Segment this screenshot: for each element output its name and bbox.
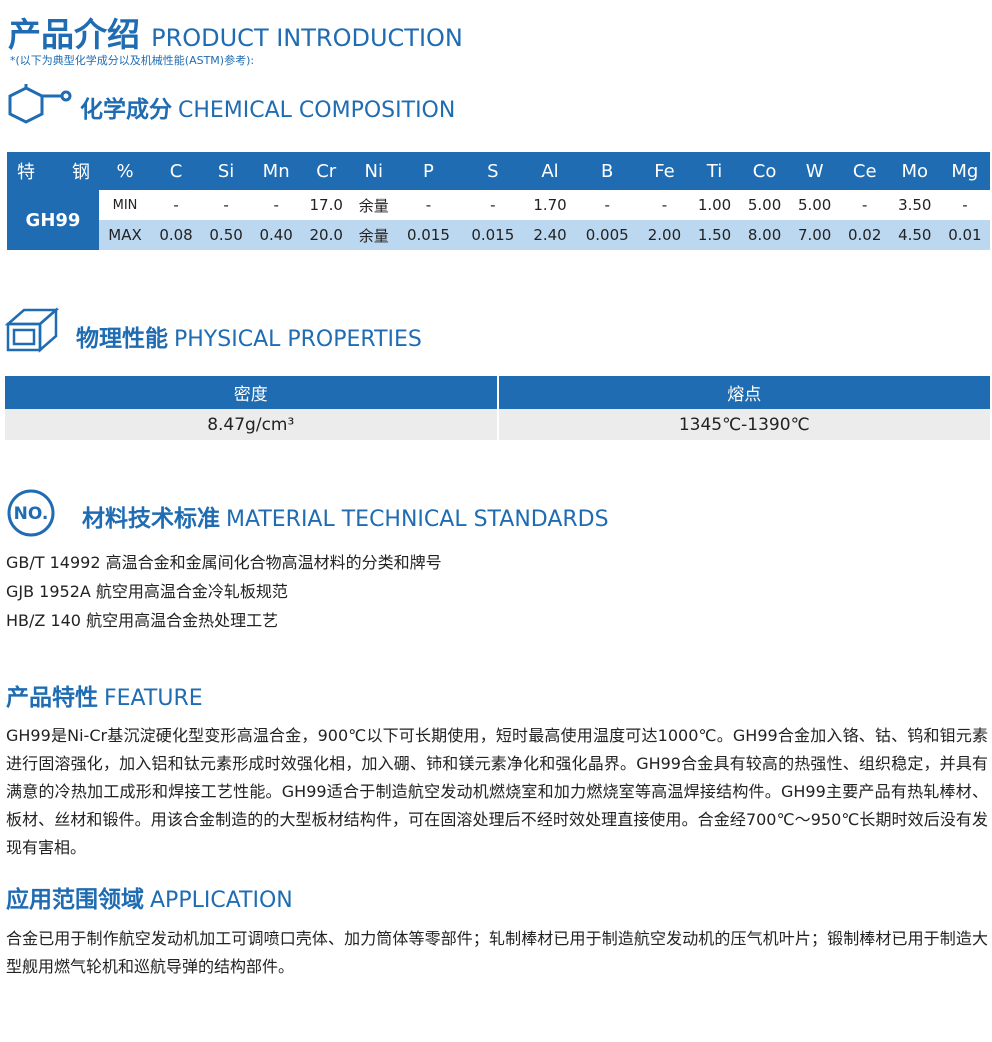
svg-text:NO.: NO.: [14, 504, 49, 524]
column-header: Ni: [364, 160, 383, 182]
title-en: MATERIAL TECHNICAL STANDARDS: [226, 507, 609, 532]
row-label: MIN: [112, 197, 138, 213]
title-en: APPLICATION: [150, 888, 293, 913]
cell: -: [604, 196, 610, 214]
cell: 4.50: [898, 226, 932, 244]
title-cn: 应用范围领域: [6, 887, 144, 913]
title-cn: 化学成分: [80, 97, 172, 123]
section-title: 物理性能 PHYSICAL PROPERTIES: [76, 319, 422, 353]
page-header: 产品介绍 PRODUCT INTRODUCTION: [8, 8, 463, 56]
application-text: 合金已用于制作航空发动机加工可调喷口壳体、加力筒体等零部件；轧制棒材已用于制造航…: [6, 929, 988, 976]
data-row: MAX 0.08 0.50 0.40 20.0 余量 0.015 0.015 2.40 0.005…: [7, 220, 990, 250]
note: *(以下为典型化学成分以及机械性能(ASTM)参考):: [10, 54, 255, 67]
no-icon: NO.: [7, 489, 55, 537]
header-row: 密度 熔点: [5, 376, 990, 409]
cell: -: [273, 196, 279, 214]
title-en: PRODUCT INTRODUCTION: [151, 24, 463, 52]
cell: 5.00: [747, 196, 782, 214]
cell: 0.40: [259, 226, 293, 244]
column-header: Mn: [262, 160, 290, 182]
phys-table: 密度 熔点 8.47g/cm³ 1345℃-1390℃: [5, 376, 990, 440]
cell: -: [861, 196, 868, 214]
row-label: MAX: [108, 226, 142, 244]
standard-item: GJB 1952A 航空用高温合金冷轧板规范: [6, 582, 288, 601]
cell: -: [425, 196, 432, 214]
standard-item: HB/Z 140 航空用高温合金热处理工艺: [6, 611, 279, 630]
title-cn: 产品介绍: [8, 15, 140, 54]
column-header: Ti: [706, 160, 723, 182]
cell: 5.00: [797, 196, 832, 214]
column-header: Mo: [901, 160, 929, 182]
cell: 2.40: [533, 226, 567, 244]
column-header: S: [487, 160, 499, 182]
cell: 17.0: [309, 196, 343, 214]
chem-table: 特 钢% C Si Mn Cr Ni P S Al B Fe Ti Co W Ce Mo Mg GH99 MIN - - -…: [7, 152, 990, 250]
column-header: P: [422, 160, 434, 182]
section-title: 应用范围领域 APPLICATION: [6, 880, 293, 914]
column-header: 钢: [72, 162, 90, 183]
data-row: 8.47g/cm³ 1345℃-1390℃: [5, 409, 990, 440]
cell: 8.47g/cm³: [207, 414, 295, 435]
column-header: %: [116, 160, 134, 182]
title-en: FEATURE: [104, 686, 203, 711]
grade: GH99: [7, 190, 99, 250]
column-header: Si: [217, 160, 235, 182]
cell: 余量: [358, 196, 389, 215]
cell: 余量: [358, 226, 389, 245]
cell: 0.01: [948, 226, 982, 244]
column-header: Fe: [654, 160, 675, 182]
column-header: W: [805, 160, 824, 182]
cell: 3.50: [898, 196, 932, 214]
section-title: 化学成分 CHEMICAL COMPOSITION: [80, 90, 455, 124]
header-row: 特 钢% C Si Mn Cr Ni P S Al B Fe Ti Co W Ce Mo Mg: [7, 152, 990, 190]
standards-list: GB/T 14992 高温合金和金属间化合物高温材料的分类和牌号 GJB 1952…: [6, 548, 442, 635]
cell: 0.005: [585, 226, 629, 244]
cell: 1345℃-1390℃: [496, 409, 990, 440]
cell: 1.50: [697, 226, 732, 244]
cell: 0.08: [159, 226, 193, 244]
column-header: 密度: [233, 385, 268, 405]
cell: 0.015: [406, 226, 450, 244]
cell: 0.50: [209, 226, 243, 244]
column-header: Ce: [852, 160, 877, 182]
title-cn: 物理性能: [76, 326, 168, 352]
feature-text: GH99是Ni-Cr基沉淀硬化型变形高温合金，900℃以下可长期使用，短时最高使…: [6, 726, 988, 857]
title-cn: 产品特性: [6, 685, 98, 711]
column-header: B: [601, 160, 614, 182]
section-title: 材料技术标准 MATERIAL TECHNICAL STANDARDS: [82, 499, 609, 533]
section-title: 产品特性 FEATURE: [6, 678, 203, 712]
cell: 1.00: [697, 196, 732, 214]
column-header: Cr: [316, 160, 337, 182]
profile-icon: [4, 307, 60, 353]
cell: 20.0: [309, 226, 343, 244]
cell: 2.00: [647, 226, 682, 244]
cell: 8.00: [747, 226, 782, 244]
cell: 0.015: [471, 226, 515, 244]
data-row: GH99 MIN - - - 17.0 余量 - - 1.70 - - 1.00 5.00 5.00 - 3.5…: [7, 190, 990, 250]
cell: 0.02: [848, 226, 882, 244]
cell: -: [962, 196, 968, 214]
standard-item: GB/T 14992 高温合金和金属间化合物高温材料的分类和牌号: [6, 553, 442, 572]
column-header: Mg: [951, 160, 979, 182]
cell: -: [661, 196, 668, 214]
cell: -: [223, 196, 229, 214]
column-header: 熔点: [496, 376, 990, 409]
column-header: Al: [541, 160, 559, 182]
cell: 7.00: [797, 226, 832, 244]
cell: -: [173, 196, 179, 214]
column-header: Co: [752, 160, 777, 182]
column-header: 特: [17, 162, 35, 183]
title-en: PHYSICAL PROPERTIES: [174, 327, 422, 352]
column-header: C: [169, 160, 183, 182]
molecule-icon: [8, 84, 72, 124]
cell: 1.70: [533, 196, 567, 214]
cell: -: [490, 196, 496, 214]
title-en: CHEMICAL COMPOSITION: [178, 98, 456, 123]
title-cn: 材料技术标准: [82, 506, 220, 532]
